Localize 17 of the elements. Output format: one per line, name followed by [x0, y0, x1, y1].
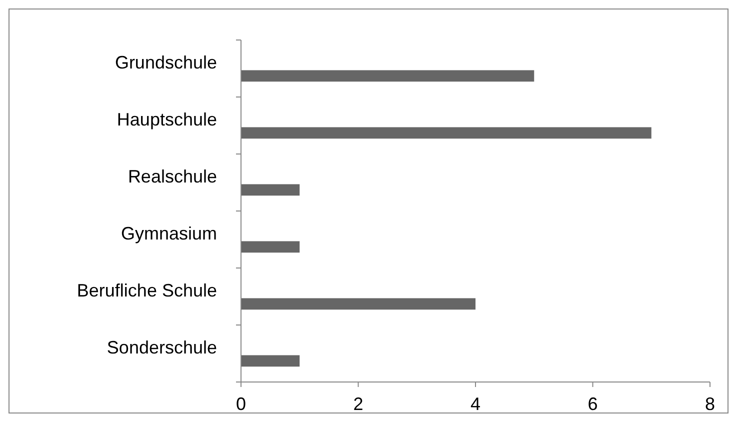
bar	[241, 298, 476, 310]
x-tick-label: 4	[470, 394, 481, 414]
y-tick-label: Realschule	[128, 166, 217, 186]
y-tick-label: Berufliche Schule	[76, 280, 217, 300]
bar	[241, 184, 300, 196]
y-tick-label: Sonderschule	[106, 338, 217, 358]
bar	[241, 70, 534, 82]
x-tick-label: 8	[704, 394, 716, 414]
x-tick-label: 0	[236, 394, 246, 414]
bar	[241, 355, 300, 367]
bar	[241, 127, 652, 139]
y-tick-label: Gymnasium	[120, 224, 217, 244]
x-tick-label: 6	[588, 394, 598, 414]
y-tick-label: Grundschule	[114, 52, 217, 72]
x-tick-label: 2	[353, 394, 364, 414]
y-tick-label: Hauptschule	[116, 110, 217, 130]
bar	[241, 241, 300, 253]
